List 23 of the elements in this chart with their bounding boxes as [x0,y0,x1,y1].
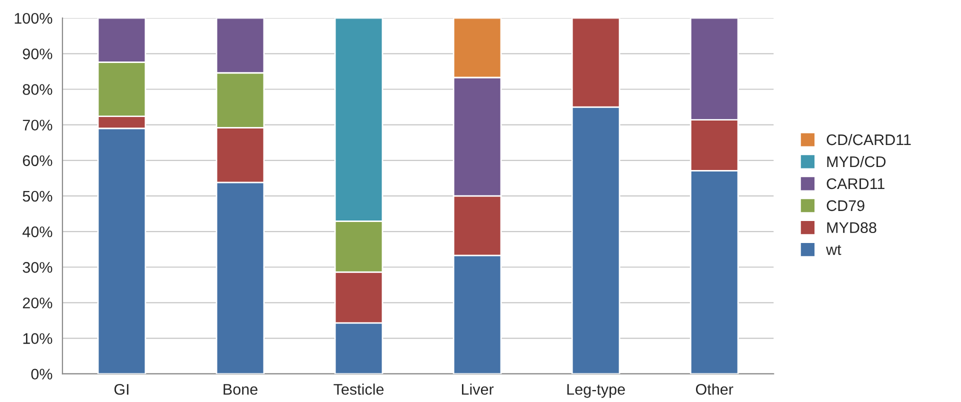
x-tick-label: Testicle [334,384,384,395]
y-tick-label: 30% [22,262,52,273]
x-tick-label: Leg-type [567,384,625,398]
x-tick-label: Liver [462,384,494,395]
x-tick-label: Other [696,384,734,395]
legend-label: CARD11 [826,178,884,190]
y-tick-label: 50% [22,190,52,202]
legend-label: CD79 [826,200,864,212]
legend-label: CD/CARD11 [826,134,911,146]
y-tick-label: 70% [22,120,52,131]
y-tick-label: 90% [22,48,52,60]
y-tick-label: 10% [23,333,52,344]
legend-label: MYD/CD [827,156,886,168]
y-tick-label: 60% [22,155,52,166]
x-tick-label: GI [114,384,128,395]
x-tick-label: Bone [224,384,258,395]
y-tick-label: 0% [31,368,52,380]
y-tick-label: 80% [22,84,52,95]
y-tick-label: 20% [22,298,52,308]
y-tick-label: 40% [22,226,52,238]
legend-label: wt [826,244,842,255]
y-tick-label: 100% [14,12,52,24]
legend-label: MYD88 [827,222,876,234]
